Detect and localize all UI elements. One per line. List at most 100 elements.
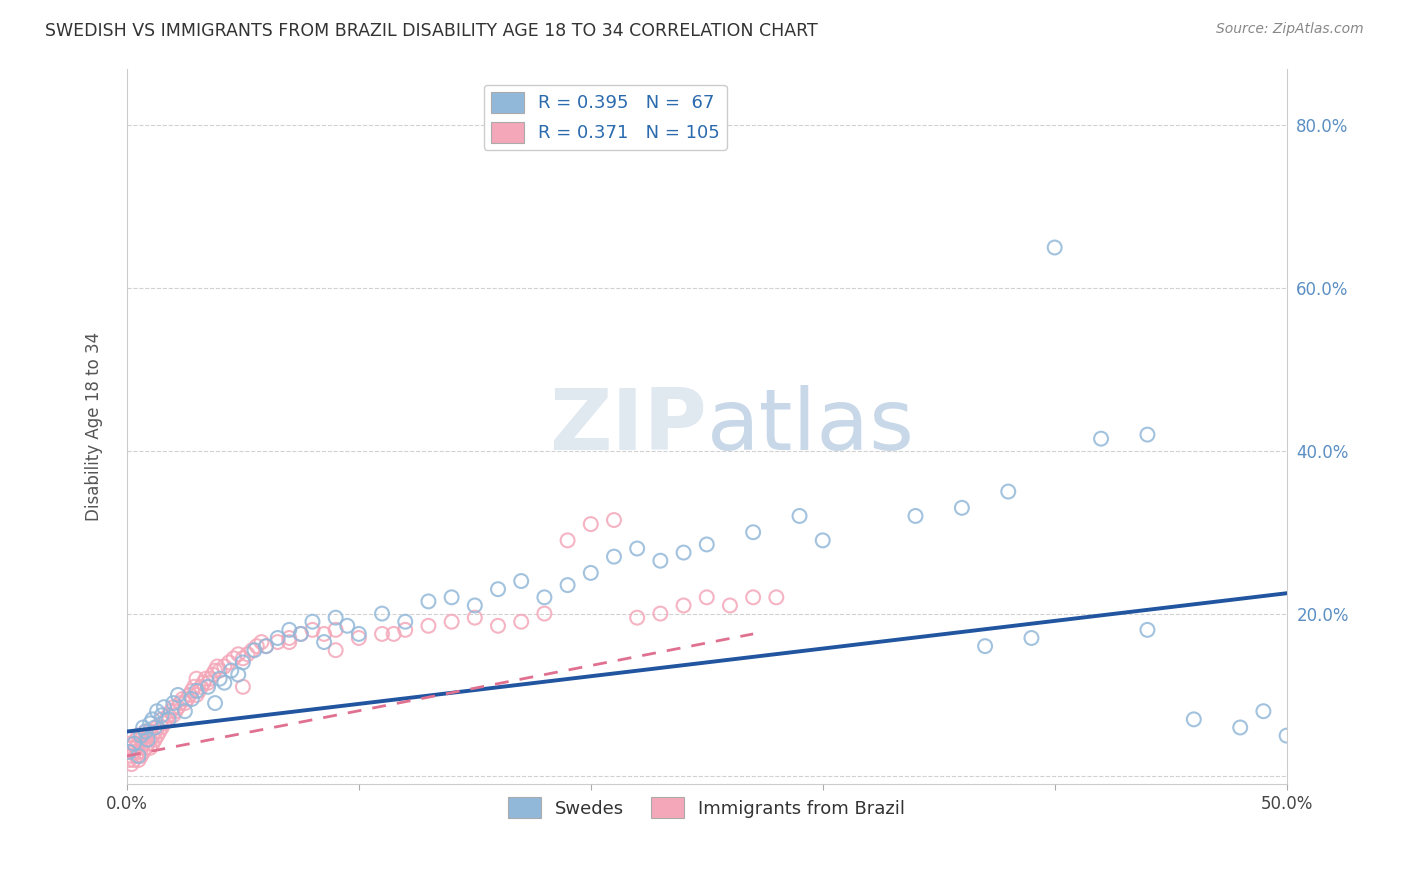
Point bbox=[197, 675, 219, 690]
Point bbox=[278, 631, 301, 645]
Point bbox=[696, 591, 718, 605]
Point bbox=[254, 639, 277, 653]
Point bbox=[121, 740, 143, 755]
Point bbox=[134, 740, 156, 755]
Point bbox=[718, 599, 741, 613]
Point bbox=[1253, 704, 1275, 718]
Point bbox=[1229, 721, 1251, 735]
Point bbox=[204, 696, 226, 710]
Point bbox=[510, 615, 533, 629]
Point bbox=[301, 623, 323, 637]
Point bbox=[232, 656, 254, 670]
Point bbox=[579, 566, 602, 580]
Point bbox=[486, 582, 509, 597]
Point bbox=[278, 635, 301, 649]
Point bbox=[1275, 729, 1298, 743]
Point bbox=[172, 692, 194, 706]
Point bbox=[167, 700, 190, 714]
Point bbox=[650, 607, 672, 621]
Point bbox=[533, 591, 555, 605]
Point bbox=[129, 729, 152, 743]
Point bbox=[132, 721, 155, 735]
Point bbox=[134, 732, 156, 747]
Point bbox=[236, 647, 259, 661]
Point bbox=[214, 675, 236, 690]
Point bbox=[143, 724, 166, 739]
Point bbox=[167, 688, 190, 702]
Point bbox=[603, 549, 626, 564]
Point bbox=[464, 610, 486, 624]
Point bbox=[325, 643, 347, 657]
Point bbox=[132, 737, 155, 751]
Point bbox=[136, 737, 159, 751]
Point bbox=[336, 619, 359, 633]
Point bbox=[128, 748, 150, 763]
Point bbox=[325, 610, 347, 624]
Point bbox=[557, 578, 579, 592]
Point bbox=[742, 525, 765, 540]
Point bbox=[132, 745, 155, 759]
Point bbox=[129, 740, 152, 755]
Point bbox=[232, 680, 254, 694]
Point bbox=[122, 737, 145, 751]
Point bbox=[1043, 240, 1066, 254]
Point bbox=[129, 732, 152, 747]
Point bbox=[153, 716, 176, 731]
Point bbox=[146, 704, 169, 718]
Point bbox=[180, 692, 202, 706]
Point bbox=[136, 732, 159, 747]
Point bbox=[122, 753, 145, 767]
Y-axis label: Disability Age 18 to 34: Disability Age 18 to 34 bbox=[86, 332, 103, 521]
Point bbox=[128, 745, 150, 759]
Point bbox=[650, 554, 672, 568]
Point bbox=[950, 500, 973, 515]
Point bbox=[174, 696, 197, 710]
Point bbox=[626, 541, 648, 556]
Point bbox=[118, 753, 141, 767]
Point bbox=[176, 692, 198, 706]
Point bbox=[197, 680, 219, 694]
Point bbox=[174, 704, 197, 718]
Point bbox=[266, 631, 288, 645]
Point bbox=[179, 688, 201, 702]
Point bbox=[278, 623, 301, 637]
Point bbox=[162, 700, 184, 714]
Point bbox=[974, 639, 997, 653]
Point bbox=[765, 591, 787, 605]
Point bbox=[186, 688, 208, 702]
Point bbox=[150, 712, 173, 726]
Point bbox=[696, 537, 718, 551]
Point bbox=[146, 721, 169, 735]
Text: ZIP: ZIP bbox=[548, 385, 707, 468]
Point bbox=[218, 656, 240, 670]
Point bbox=[165, 704, 187, 718]
Point bbox=[1090, 432, 1112, 446]
Point bbox=[118, 745, 141, 759]
Point bbox=[672, 545, 695, 559]
Point bbox=[146, 729, 169, 743]
Point bbox=[186, 684, 208, 698]
Point bbox=[141, 712, 163, 726]
Point bbox=[187, 684, 209, 698]
Point bbox=[371, 607, 394, 621]
Point bbox=[904, 508, 927, 523]
Point bbox=[557, 533, 579, 548]
Point bbox=[240, 643, 263, 657]
Point bbox=[290, 627, 312, 641]
Point bbox=[226, 667, 249, 681]
Point bbox=[150, 721, 173, 735]
Point bbox=[162, 696, 184, 710]
Point bbox=[150, 708, 173, 723]
Point bbox=[997, 484, 1019, 499]
Point bbox=[148, 724, 170, 739]
Point bbox=[347, 627, 370, 641]
Point bbox=[1182, 712, 1205, 726]
Point bbox=[440, 591, 463, 605]
Point bbox=[125, 740, 148, 755]
Text: atlas: atlas bbox=[707, 385, 915, 468]
Point bbox=[128, 753, 150, 767]
Point bbox=[201, 667, 224, 681]
Point bbox=[464, 599, 486, 613]
Point bbox=[157, 708, 180, 723]
Point bbox=[1136, 623, 1159, 637]
